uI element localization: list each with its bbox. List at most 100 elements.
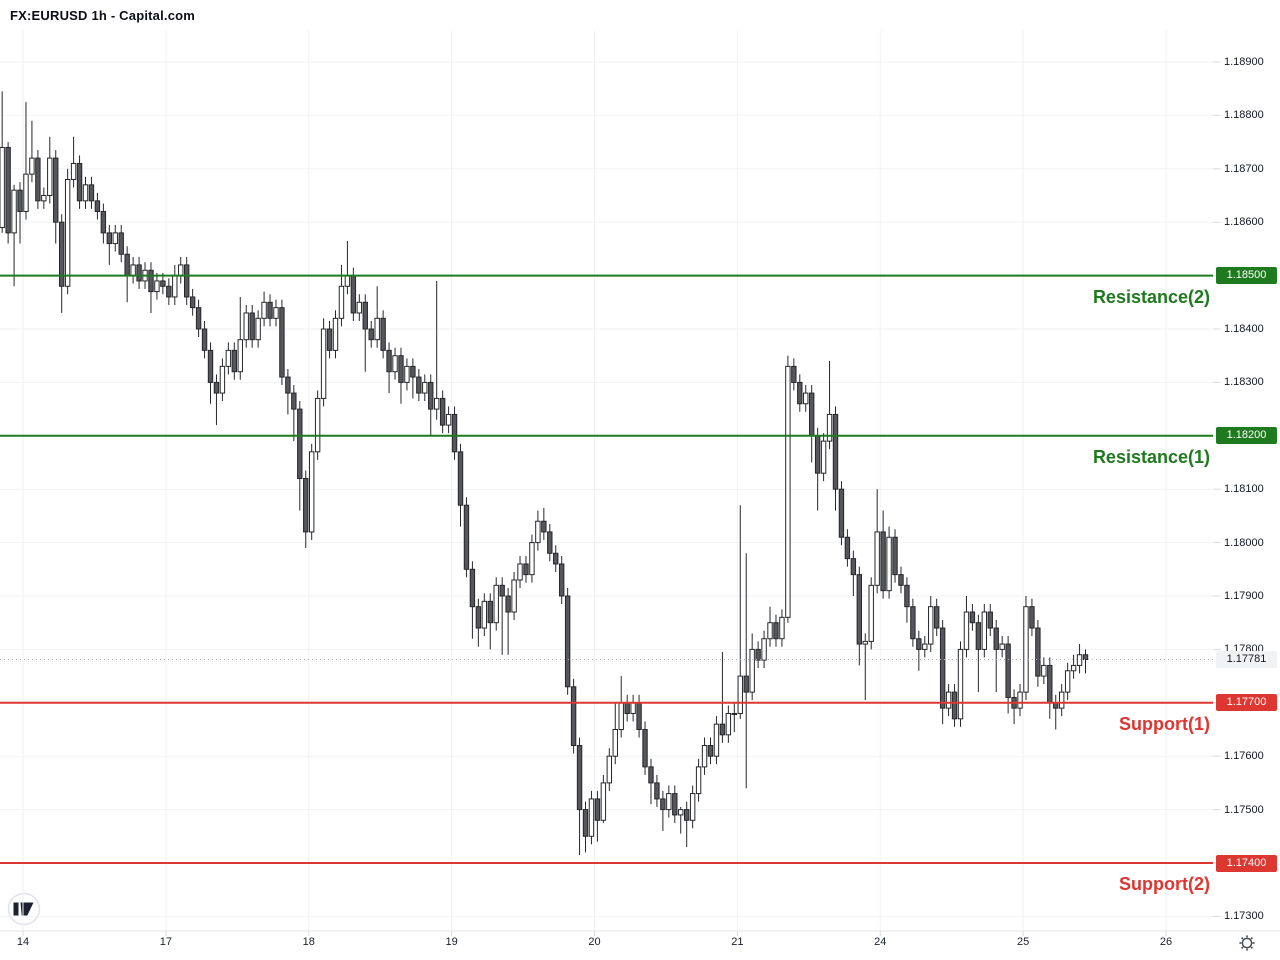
candle-body xyxy=(588,798,595,837)
candle-body xyxy=(23,173,29,213)
candle-body xyxy=(380,317,386,351)
price-axis-label: 1.18000 xyxy=(1224,536,1264,549)
candle-body xyxy=(338,285,345,319)
candle-body xyxy=(428,381,434,410)
candle-body xyxy=(445,413,452,426)
candle-body xyxy=(642,729,648,768)
candle-body xyxy=(981,611,988,650)
candle-body xyxy=(1064,670,1071,693)
candle-body xyxy=(463,504,470,570)
price-axis-label: 1.18100 xyxy=(1224,483,1264,496)
candle-body xyxy=(243,312,249,341)
candle-body xyxy=(53,157,59,223)
candle-body xyxy=(755,648,761,661)
candle-body xyxy=(374,317,380,341)
time-axis-label: 26 xyxy=(1159,936,1173,948)
candle-body xyxy=(1035,627,1041,677)
candle-body xyxy=(398,355,404,383)
candle-body xyxy=(886,536,892,592)
support-price-badge: 1.17700 xyxy=(1216,694,1277,712)
candle-body xyxy=(969,611,976,624)
candle-body xyxy=(868,584,874,642)
candle-body xyxy=(1058,691,1065,709)
candle-body xyxy=(499,584,505,597)
candle-body xyxy=(35,157,41,202)
gear-tooth xyxy=(1241,946,1244,949)
candle-body xyxy=(564,595,571,688)
price-axis-label: 1.17500 xyxy=(1224,803,1264,816)
candle-body xyxy=(683,809,690,821)
candle-body xyxy=(725,712,732,736)
support-label[interactable]: Support(1) xyxy=(1119,713,1210,734)
candle-body xyxy=(594,798,601,821)
price-axis-label: 1.18300 xyxy=(1224,376,1264,389)
support-label[interactable]: Support(2) xyxy=(1119,874,1210,894)
candle-body xyxy=(487,600,493,624)
candle-body xyxy=(606,755,613,784)
candle-body xyxy=(1082,654,1089,661)
candle-body xyxy=(922,643,928,650)
candle-body xyxy=(457,451,464,506)
candle-body xyxy=(314,397,321,453)
candle-body xyxy=(731,712,738,715)
candle-body xyxy=(118,232,124,255)
candle-body xyxy=(291,392,297,410)
candle-body xyxy=(773,622,779,640)
candle-body xyxy=(558,563,565,597)
candle-body xyxy=(124,253,130,277)
candle-body xyxy=(939,627,946,709)
candle-body xyxy=(892,536,898,576)
candle-body xyxy=(993,627,999,650)
candle-body xyxy=(11,189,17,234)
gear-tooth xyxy=(1250,946,1253,949)
settings-gear-icon[interactable] xyxy=(1241,937,1253,949)
candle-body xyxy=(136,264,142,282)
candle-body xyxy=(326,328,333,351)
candle-body xyxy=(350,275,357,314)
candle-body xyxy=(112,232,118,245)
candle-body xyxy=(624,702,630,714)
candle-body xyxy=(297,408,303,480)
candle-body xyxy=(195,307,202,330)
candle-body xyxy=(88,184,95,202)
resistance-label[interactable]: Resistance(2) xyxy=(1092,286,1210,307)
candle-body xyxy=(672,793,678,816)
candle-body xyxy=(160,280,166,287)
candle-body xyxy=(695,766,702,795)
candle-body xyxy=(963,611,970,650)
candle-body xyxy=(761,638,767,661)
candle-body xyxy=(1047,664,1053,704)
candle-body xyxy=(737,675,743,714)
candle-body xyxy=(100,211,107,234)
candle-body xyxy=(231,349,238,373)
price-axis-label: 1.18700 xyxy=(1224,162,1264,175)
candle-body xyxy=(630,702,636,714)
candle-body xyxy=(945,691,952,709)
candle-body xyxy=(743,675,749,693)
candle-body xyxy=(41,195,47,202)
candle-body xyxy=(582,809,589,837)
candle-body xyxy=(410,365,416,378)
candle-body xyxy=(719,723,726,736)
candle-body xyxy=(951,691,958,720)
time-axis-label: 19 xyxy=(445,936,458,948)
candle-body xyxy=(29,157,35,175)
candle-body xyxy=(469,568,476,608)
candle-body xyxy=(779,616,785,640)
candle-body xyxy=(820,440,827,474)
candle-body xyxy=(856,574,863,645)
candle-body xyxy=(279,307,285,378)
candle-body xyxy=(832,413,839,490)
candle-body xyxy=(0,146,5,229)
time-axis-label: 24 xyxy=(874,936,887,948)
candle-body xyxy=(1029,606,1035,629)
candle-body xyxy=(64,178,71,287)
candle-body xyxy=(481,600,488,629)
resistance-label[interactable]: Resistance(1) xyxy=(1092,446,1210,467)
candle-body xyxy=(618,702,624,730)
candle-body xyxy=(344,275,351,287)
candle-body xyxy=(505,595,511,613)
candle-body xyxy=(660,798,666,811)
candle-body xyxy=(148,269,154,293)
